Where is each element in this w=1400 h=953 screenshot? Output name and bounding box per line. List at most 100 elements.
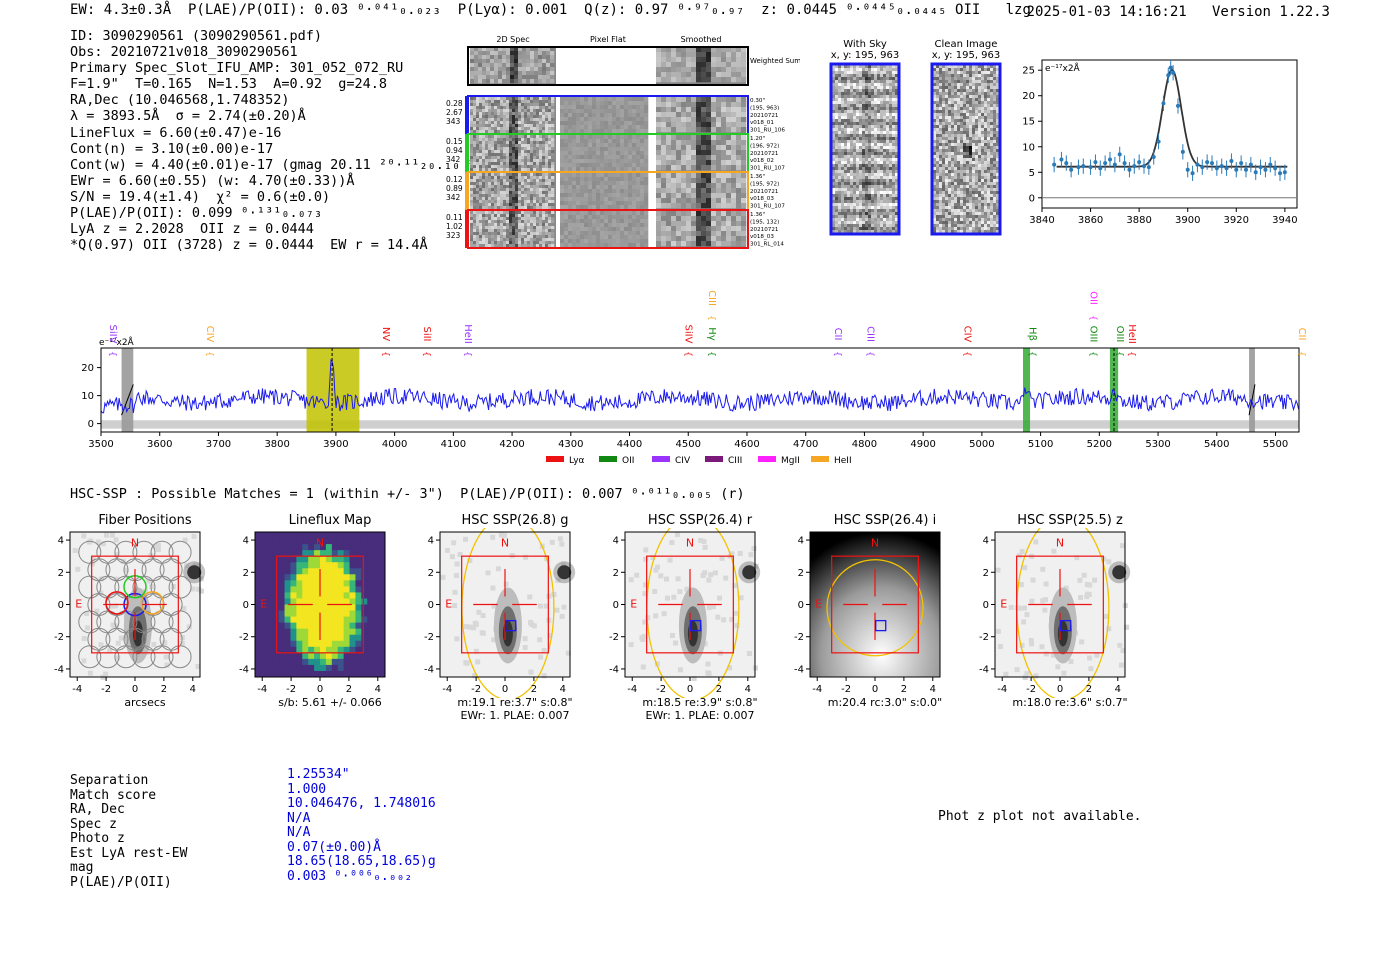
- spec-xtick-label: 5400: [1204, 439, 1229, 450]
- spec-line-bracket: {: [1126, 351, 1136, 357]
- hsc-panel-3: N E -4 -4 -2 -2 0 0 2 2 4 4: [609, 528, 761, 698]
- hsc-xtick-label: 0: [317, 684, 323, 695]
- hsc-xtick-label: 2: [716, 684, 722, 695]
- info-line: S/N = 19.4(±1.4) χ² = 0.6(±0.0): [70, 188, 331, 205]
- match-label: Separation: [70, 773, 149, 788]
- hsc-xtick-label: 0: [687, 684, 693, 695]
- fiber-row-left-label: 0.94: [446, 146, 463, 155]
- match-labels: Separation Match score RA, Dec Spec z Photo …: [70, 773, 187, 890]
- fit-point: [1278, 171, 1282, 176]
- hsc-image: [625, 532, 761, 681]
- hsc-xtick-label: 4: [375, 684, 381, 695]
- fit-point: [1108, 157, 1112, 162]
- hsc-xtick-label: 2: [901, 684, 907, 695]
- fit-point: [1224, 166, 1229, 171]
- hsc-ytick-label: 0: [243, 600, 249, 611]
- hsc-ytick-label: 4: [983, 536, 989, 547]
- compass-n: N: [1056, 537, 1064, 550]
- spec-xtick-label: 4900: [910, 439, 935, 450]
- spec-line-bracket: {: [462, 351, 472, 357]
- fit-point: [1098, 166, 1103, 171]
- weighted-smoothed: [656, 47, 747, 85]
- spec-noise-band: [101, 420, 1299, 429]
- hsc-xtick-label: -2: [841, 684, 851, 695]
- match-value: 1.25534": [287, 767, 350, 782]
- fit-point: [1253, 170, 1258, 175]
- fit-point: [1205, 160, 1210, 165]
- fiber-circle: [78, 540, 102, 564]
- hsc-xtick-label: 2: [346, 684, 352, 695]
- spec-line-label: HeII: [462, 324, 473, 344]
- weighted-label: Weighted Sum: [750, 57, 800, 65]
- info-line: F=1.9" T=0.165 N=1.53 A=0.92 g=24.8: [70, 76, 387, 93]
- spec-line-label: CII: [832, 328, 843, 341]
- fit-ytick-label: 10: [1022, 142, 1035, 153]
- hsc-ytick-label: 2: [613, 568, 619, 579]
- fiber-2d: [470, 97, 556, 134]
- search-box: [1016, 555, 1104, 654]
- fit-point: [1137, 160, 1142, 165]
- spec-line-bracket: {: [682, 351, 692, 357]
- spec-ytick-label: 20: [81, 363, 94, 374]
- spec-xtick-label: 4600: [734, 439, 759, 450]
- hsc-caption-2: EWr: 1. PLAE: 0.007: [460, 709, 570, 722]
- spec-xtick-label: 3800: [264, 439, 289, 450]
- clean-title: Clean Image: [935, 39, 998, 50]
- fit-point: [1239, 161, 1244, 166]
- cutout-stack: 2D Spec Pixel Flat Smoothed Weighted Sum 0.2…: [446, 35, 800, 249]
- spec-line-bracket: {: [832, 351, 842, 357]
- hsc-ytick-label: -4: [609, 664, 619, 675]
- clean-image: [933, 65, 1000, 234]
- hsc-panel-0: N E -4 -4 -2 -2 0 0 2 2 4 4: [54, 531, 206, 695]
- fiber-row-right-label: 20210721: [750, 113, 779, 119]
- fiber-row-marker: [465, 96, 468, 134]
- fit-point: [1151, 154, 1156, 159]
- hsc-image: [440, 532, 576, 679]
- spec-legend-swatch: [758, 456, 776, 462]
- hsc-panel-2: N E -4 -4 -2 -2 0 0 2 2 4 4: [424, 528, 576, 698]
- fit-xtick-label: 3860: [1078, 215, 1103, 226]
- hsc-xtick-label: -4: [997, 684, 1007, 695]
- with-sky-title: With Sky: [843, 39, 887, 50]
- fit-point: [1258, 165, 1263, 170]
- fit-point: [1171, 70, 1176, 75]
- fiber-row-left-label: 1.02: [446, 222, 463, 231]
- version: Version 1.22.3: [1211, 4, 1330, 20]
- search-box: [91, 555, 179, 654]
- fit-xtick-label: 3880: [1126, 215, 1151, 226]
- fit-point: [1263, 167, 1268, 172]
- spec-line-label: SiIV: [107, 325, 118, 344]
- fiber-row-right-label: 20210721: [750, 227, 779, 233]
- hsc-ytick-label: -4: [54, 664, 64, 675]
- fit-point: [1127, 167, 1132, 172]
- spec-xtick-label: 4700: [793, 439, 818, 450]
- fiber-row-right-label: 301_RU_107: [750, 166, 785, 172]
- compass-n: N: [501, 537, 509, 550]
- spec-line-bracket: {: [706, 351, 716, 357]
- hsc-ytick-label: 2: [243, 568, 249, 579]
- hsc-xtick-label: -4: [442, 684, 452, 695]
- hsc-panel-title: HSC SSP(26.4) r: [647, 513, 753, 528]
- fit-point: [1076, 165, 1081, 170]
- spec-legend-swatch: [599, 456, 617, 462]
- spec-line-bracket: {: [421, 351, 431, 357]
- info-line: LineFlux = 6.60(±0.47)e-16: [70, 124, 282, 141]
- compass-e: E: [445, 598, 452, 611]
- spec-ylabel: e⁻¹⁷x2Å: [99, 336, 135, 348]
- spec-line-label: OIII: [1088, 326, 1099, 343]
- compass-e: E: [815, 598, 822, 611]
- hsc-xtick-label: 4: [560, 684, 566, 695]
- match-value: 0.003 ⁰·⁰⁰⁶₀.₀₀₂: [287, 868, 413, 884]
- fiber-row-right-label: (196, 972): [750, 143, 779, 149]
- hsc-image: [995, 532, 1131, 680]
- hsc-panel-title: HSC SSP(25.5) z: [1017, 513, 1123, 528]
- spec-xtick-label: 3700: [206, 439, 231, 450]
- compass-e: E: [260, 598, 267, 611]
- compass-e: E: [630, 598, 637, 611]
- spec-ytick-label: 0: [88, 419, 94, 430]
- hsc-caption: arcsecs: [124, 696, 166, 709]
- fiber-2d: [470, 135, 556, 172]
- compass-e: E: [1000, 598, 1007, 611]
- fiber-row-right-label: 301_RU_107: [750, 204, 785, 210]
